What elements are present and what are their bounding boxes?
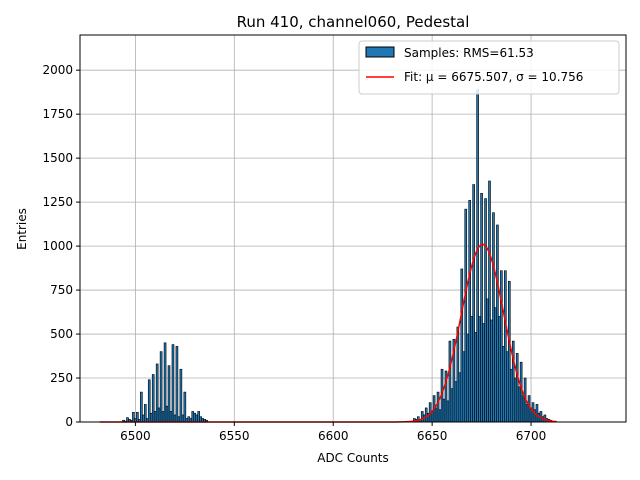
x-tick-label: 6500: [120, 429, 151, 443]
x-tick-label: 6650: [417, 429, 448, 443]
y-axis-label: Entries: [15, 208, 29, 250]
histogram-bar: [171, 344, 175, 423]
chart-title: Run 410, channel060, Pedestal: [237, 13, 470, 31]
histogram-bar: [183, 391, 187, 423]
legend-box: [358, 40, 620, 95]
histogram-bar: [179, 368, 183, 423]
x-tick-label: 6550: [219, 429, 250, 443]
legend: Samples: RMS=61.53 Fit: μ = 6675.507, σ …: [358, 40, 620, 95]
y-tick-label: 250: [50, 371, 73, 385]
legend-label-samples: Samples: RMS=61.53: [404, 46, 534, 60]
x-axis-ticks: 6500 6550 6600 6650 6700: [120, 422, 546, 443]
y-tick-label: 1750: [42, 107, 73, 121]
plot-area: [80, 35, 626, 422]
legend-label-fit: Fit: μ = 6675.507, σ = 10.756: [404, 70, 583, 84]
y-tick-label: 0: [65, 415, 73, 429]
x-tick-label: 6600: [318, 429, 349, 443]
y-tick-label: 1500: [42, 151, 73, 165]
y-tick-label: 500: [50, 327, 73, 341]
plot-frame: [79, 34, 627, 423]
y-axis-ticks: 0 250 500 750 1000 1250 1500 1750 2000: [42, 63, 80, 429]
y-tick-label: 750: [50, 283, 73, 297]
y-tick-label: 2000: [42, 63, 73, 77]
y-tick-label: 1250: [42, 195, 73, 209]
x-axis-label: ADC Counts: [317, 451, 389, 465]
x-tick-label: 6700: [516, 429, 547, 443]
histogram-bar: [175, 346, 179, 423]
y-tick-label: 1000: [42, 239, 73, 253]
legend-swatch-samples: [365, 46, 395, 58]
